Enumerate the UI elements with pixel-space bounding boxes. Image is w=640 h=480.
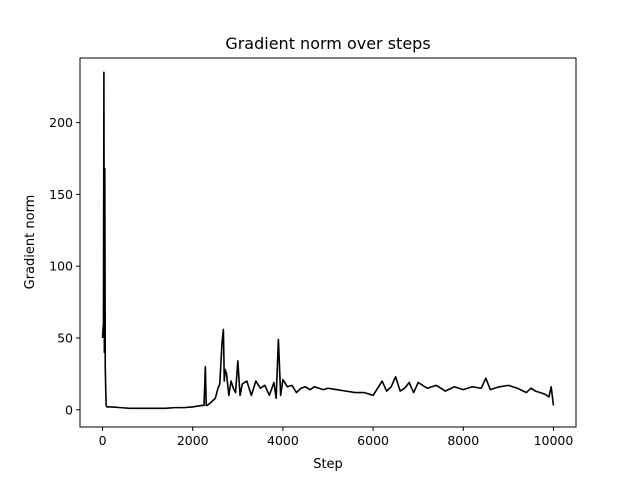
x-axis-label: Step: [313, 457, 343, 472]
y-tick-label: 200: [49, 115, 73, 130]
series-line: [101, 71, 555, 410]
y-tick-label: 100: [49, 259, 73, 274]
x-tick-label: 8000: [447, 433, 479, 448]
chart-title: Gradient norm over steps: [225, 34, 430, 53]
y-axis-label: Gradient norm: [23, 195, 38, 290]
plot-area: 0 2000 4000 6000 8000 10000 0 50 100 150 200: [49, 57, 577, 448]
y-tick-label: 50: [57, 330, 73, 345]
y-tick-label: 150: [49, 187, 73, 202]
x-tick-label: 0: [99, 433, 107, 448]
plot-frame: [79, 57, 577, 428]
x-tick-label: 10000: [534, 433, 574, 448]
x-tick-label: 2000: [177, 433, 209, 448]
x-tick-label: 4000: [267, 433, 299, 448]
x-tick-label: 6000: [357, 433, 389, 448]
y-tick-label: 0: [65, 402, 73, 417]
